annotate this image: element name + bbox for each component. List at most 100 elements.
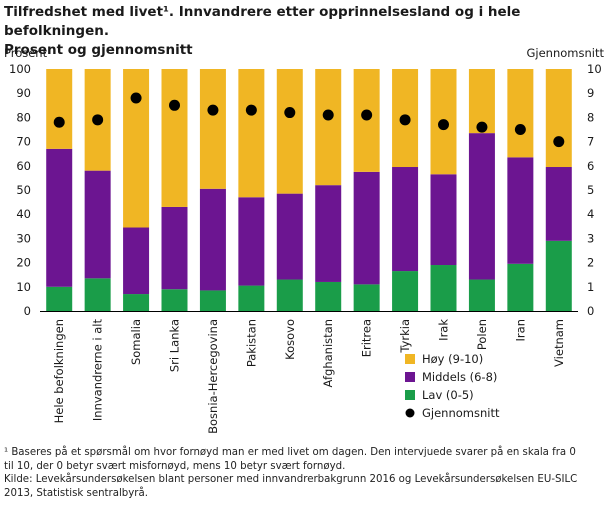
y-left-tick-label: 80 xyxy=(16,110,31,124)
bar-høy-1 xyxy=(46,69,73,149)
legend-swatch xyxy=(405,408,415,418)
y-left-tick-label: 60 xyxy=(16,159,31,173)
x-category-label: Tyrkia xyxy=(398,319,412,354)
chart-title: Tilfredshet med livet¹. Innvandrere ette… xyxy=(4,3,604,60)
chart: Prosent Gjennomsnitt010203040506070809010… xyxy=(4,46,605,434)
bar-lav-5 xyxy=(199,290,226,311)
bar-lav-2 xyxy=(84,278,111,311)
x-category-label: Vietnam xyxy=(552,319,566,367)
average-point-12 xyxy=(476,121,488,133)
legend-swatch xyxy=(405,354,415,364)
x-category-label: Somalia xyxy=(129,319,143,365)
bar-middels-3 xyxy=(123,227,150,295)
average-point-7 xyxy=(284,107,296,119)
y-right-tick-label: 7 xyxy=(587,135,594,149)
bar-lav-9 xyxy=(353,284,380,311)
bar-høy-13 xyxy=(507,69,534,158)
legend-label: Gjennomsnitt xyxy=(422,406,500,420)
legend-label: Middels (6-8) xyxy=(422,370,497,384)
bar-middels-9 xyxy=(353,171,380,285)
bar-høy-8 xyxy=(315,69,342,186)
x-category-label: Sri Lanka xyxy=(168,319,182,372)
bar-lav-7 xyxy=(276,279,303,311)
bar-lav-4 xyxy=(161,289,188,311)
bar-lav-11 xyxy=(430,265,457,311)
legend-swatch xyxy=(405,372,415,382)
bar-middels-14 xyxy=(545,167,572,241)
average-point-4 xyxy=(169,99,180,111)
legend-swatch xyxy=(405,390,415,400)
average-point-3 xyxy=(130,92,142,104)
y-left-tick-label: 20 xyxy=(16,256,31,270)
bar-middels-2 xyxy=(84,170,111,279)
bar-høy-5 xyxy=(199,69,226,189)
average-point-8 xyxy=(322,109,334,121)
y-right-tick-label: 8 xyxy=(587,110,594,124)
x-category-label: Eritrea xyxy=(360,319,374,357)
average-point-14 xyxy=(553,136,565,148)
x-category-label: Bosnia-Hercegovina xyxy=(206,319,220,434)
x-category-label: Innvandrerne i alt xyxy=(91,319,105,422)
bar-middels-10 xyxy=(392,167,419,272)
bar-middels-6 xyxy=(238,197,265,286)
x-category-label: Pakistan xyxy=(244,319,258,367)
y-left-tick-label: 70 xyxy=(16,135,31,149)
bar-lav-10 xyxy=(392,271,419,311)
bar-høy-7 xyxy=(276,69,303,194)
bar-middels-13 xyxy=(507,157,534,264)
bar-middels-7 xyxy=(276,193,303,280)
chart-title-line-1: Tilfredshet med livet¹. Innvandrere ette… xyxy=(4,4,521,39)
bar-lav-14 xyxy=(545,240,572,311)
y-left-tick-label: 30 xyxy=(16,231,31,245)
y-right-tick-label: 0 xyxy=(587,304,594,318)
y-left-tick-label: 100 xyxy=(9,62,31,76)
x-category-label: Kosovo xyxy=(283,319,297,360)
footnote: ¹ Baseres på et spørsmål om hvor fornøyd… xyxy=(4,446,606,500)
bar-middels-1 xyxy=(46,148,73,287)
average-point-9 xyxy=(361,109,373,121)
chart-title-line-2: Prosent og gjennomsnitt xyxy=(4,42,193,58)
bar-høy-6 xyxy=(238,69,265,198)
y-right-tick-label: 2 xyxy=(587,256,594,270)
average-point-6 xyxy=(245,104,257,116)
y-right-tick-label: 4 xyxy=(587,207,594,221)
x-category-label: Polen xyxy=(475,319,489,350)
y-left-tick-label: 40 xyxy=(16,207,31,221)
y-left-tick-label: 0 xyxy=(24,304,31,318)
bar-middels-8 xyxy=(315,185,342,282)
bar-lav-8 xyxy=(315,281,342,311)
bar-lav-1 xyxy=(46,286,73,311)
bar-middels-4 xyxy=(161,206,188,290)
bar-høy-4 xyxy=(161,69,188,207)
y-left-tick-label: 90 xyxy=(16,86,31,100)
average-point-5 xyxy=(207,104,219,116)
average-point-2 xyxy=(92,114,104,126)
y-right-tick-label: 1 xyxy=(587,280,594,294)
bar-lav-6 xyxy=(238,285,265,311)
footnote-line-1: ¹ Baseres på et spørsmål om hvor fornøyd… xyxy=(4,447,576,458)
bar-lav-3 xyxy=(123,294,150,311)
bar-middels-11 xyxy=(430,174,457,266)
legend-label: Høy (9-10) xyxy=(422,352,483,366)
y-left-tick-label: 50 xyxy=(16,183,31,197)
y-right-tick-label: 5 xyxy=(587,183,594,197)
x-category-label: Iran xyxy=(513,319,527,341)
x-category-label: Irak xyxy=(437,319,451,341)
footnote-source-line-1: Kilde: Levekårsundersøkelsen blant perso… xyxy=(4,474,578,486)
bar-lav-13 xyxy=(507,263,534,311)
footnote-line-2: til 10, der 0 betyr svært misfornøyd, me… xyxy=(4,460,346,472)
bar-middels-12 xyxy=(468,133,495,280)
average-point-13 xyxy=(514,124,526,135)
legend-label: Lav (0-5) xyxy=(422,388,474,402)
bar-høy-14 xyxy=(545,69,572,168)
y-right-tick-label: 9 xyxy=(587,86,594,100)
y-axis-left-label: Prosent xyxy=(4,46,48,60)
y-left-tick-label: 10 xyxy=(16,280,31,294)
bar-middels-5 xyxy=(199,188,226,291)
y-right-tick-label: 10 xyxy=(587,62,602,76)
y-axis-right-label: Gjennomsnitt xyxy=(527,46,605,60)
bar-lav-12 xyxy=(468,279,495,311)
x-category-label: Afghanistan xyxy=(321,319,335,387)
y-right-tick-label: 6 xyxy=(587,159,594,173)
average-point-11 xyxy=(438,119,449,131)
